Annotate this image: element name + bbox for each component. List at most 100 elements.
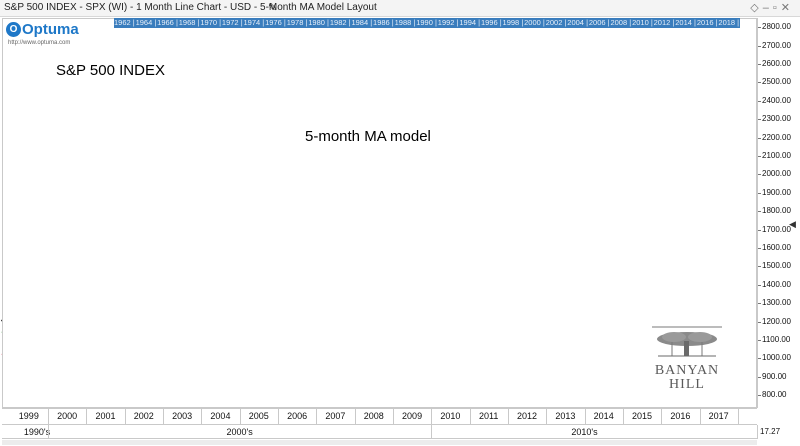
y-tick-label: 2500.00 [758, 77, 791, 87]
overview-year-label: 2004 | [567, 18, 589, 27]
overview-year-label: 1992 | [437, 18, 459, 27]
watermark-line1: BANYAN [654, 363, 720, 378]
x-tick-divider [277, 409, 279, 424]
y-tick-label: 2600.00 [758, 58, 791, 68]
x-tick-divider [354, 409, 356, 424]
overview-year-label: 1962 | [114, 18, 135, 27]
overview-year-label: 2012 | [653, 18, 675, 27]
overview-year-label: 1982 | [329, 18, 351, 27]
overview-year-label: 1998 | [502, 18, 524, 27]
x-tick-divider [47, 409, 49, 424]
x-tick-label: 2005 [248, 411, 269, 421]
era-label: 1990's [23, 427, 51, 437]
x-tick-label: 2004 [210, 411, 231, 421]
y-tick-label: 2000.00 [758, 169, 791, 179]
overview-year-label: 1986 | [373, 18, 394, 27]
y-tick-label: 2400.00 [758, 95, 791, 105]
close-icon[interactable]: ✕ [780, 2, 794, 14]
price-axis[interactable]: 800.00 900.00 1000.00 1100.00 1200.00 1300.00… [757, 18, 800, 408]
y-tick-label: 1600.00 [758, 242, 791, 252]
x-tick-divider [622, 409, 624, 424]
x-tick-divider [737, 409, 739, 424]
x-tick-label: 1999 [18, 411, 39, 421]
overview-year-label: 2008 | [610, 18, 632, 27]
x-tick-label: 2003 [172, 411, 193, 421]
x-tick-divider [699, 409, 701, 424]
era-divider [47, 425, 49, 438]
x-tick-label: 2014 [593, 411, 614, 421]
era-axis: 1990's 2000's 2010's [2, 425, 757, 439]
era-label: 2000's [226, 427, 253, 437]
banyan-hill-watermark: BANYAN HILL [650, 325, 724, 392]
optuma-logo: O Optuma [6, 21, 79, 39]
y-tick-label: 1400.00 [758, 279, 791, 289]
overview-year-label: 1978 | [286, 18, 308, 27]
overview-year-label: 2010 | [632, 18, 653, 27]
overview-navigator-strip[interactable]: 1962 | 1964 | 1966 | 1968 | 1970 | 1972 | 1974… [114, 18, 740, 28]
x-tick-label: 2002 [133, 411, 154, 421]
overview-year-label: 2014 | [675, 18, 696, 27]
x-tick-divider [584, 409, 586, 424]
overview-year-label: 1988 | [394, 18, 416, 27]
optuma-website: http://www.optuma.com [8, 40, 71, 46]
y-tick-label: 1800.00 [758, 206, 791, 216]
overview-year-label: 2016 | [696, 18, 718, 27]
x-tick-label: 2006 [287, 411, 308, 421]
overview-year-label: 1980 | [308, 18, 329, 27]
date-axis[interactable]: 1999 2000 2001 2002 2003 2004 2005 2006 2007 2008… [2, 408, 757, 425]
y-tick-label: 800.00 [757, 390, 787, 400]
x-tick-label: 2013 [555, 411, 576, 421]
x-tick-divider [469, 409, 471, 424]
x-tick-divider [124, 409, 126, 424]
y-tick-label: 1900.00 [758, 187, 791, 197]
chart-title: S&P 500 INDEX [56, 62, 165, 79]
overview-year-label: 2018 | [718, 18, 740, 27]
watermark-line2: HILL [669, 377, 705, 392]
x-tick-divider [392, 409, 394, 424]
tree-icon [652, 326, 722, 357]
x-tick-label: 2016 [670, 411, 691, 421]
x-tick-label: 2000 [57, 411, 78, 421]
overview-year-label: 1964 | [135, 18, 157, 27]
plot-area[interactable] [2, 18, 757, 408]
overview-year-label: 1996 | [480, 18, 502, 27]
y-tick-label: 1200.00 [758, 316, 791, 326]
x-tick-divider [316, 409, 318, 424]
overview-year-label: 1994 | [459, 18, 481, 27]
y-tick-label: 1700.00 [758, 224, 791, 234]
chart-subtitle: 5-month MA model [305, 128, 431, 145]
y-tick-label: 2200.00 [758, 132, 791, 142]
restore-icon[interactable]: ▫ [772, 2, 781, 14]
x-tick-label: 2017 [708, 411, 729, 421]
y-tick-label: 1100.00 [757, 334, 791, 344]
x-tick-divider [86, 409, 88, 424]
overview-year-label: 1968 | [178, 18, 200, 27]
y-tick-label: 2700.00 [758, 40, 791, 50]
window-titlebar: S&P 500 INDEX - SPX (WI) - 1 Month Line … [0, 0, 800, 17]
y-tick-label: 900.00 [757, 371, 787, 381]
x-tick-label: 2011 [479, 411, 499, 421]
diamond-icon[interactable]: ◇ [750, 2, 763, 14]
overview-year-label: 1976 | [265, 18, 286, 27]
collapse-arrow-icon[interactable]: ◀ [789, 219, 796, 229]
x-tick-divider [201, 409, 203, 424]
x-tick-divider [661, 409, 663, 424]
y-tick-label: 1300.00 [758, 298, 791, 308]
era-divider [431, 425, 433, 438]
minimize-icon[interactable]: – [762, 2, 773, 14]
overview-year-label: 1974 | [243, 18, 265, 27]
y-tick-label: 1500.00 [758, 261, 791, 271]
x-tick-divider [507, 409, 509, 424]
x-tick-divider [431, 409, 433, 424]
horizontal-scrollbar[interactable] [2, 440, 757, 445]
x-tick-label: 2001 [95, 411, 116, 421]
overview-year-label: 2002 | [545, 18, 567, 27]
corner-value: 17.27 [760, 427, 781, 436]
window-controls: ◇–▫✕ [750, 1, 794, 14]
x-tick-divider [546, 409, 548, 424]
y-tick-label: 1000.00 [758, 353, 791, 363]
overview-year-label: 2006 | [588, 18, 610, 27]
pencil-icon[interactable]: ✎ [268, 2, 278, 14]
x-tick-label: 2008 [363, 411, 384, 421]
y-tick-label: 2100.00 [758, 150, 791, 160]
